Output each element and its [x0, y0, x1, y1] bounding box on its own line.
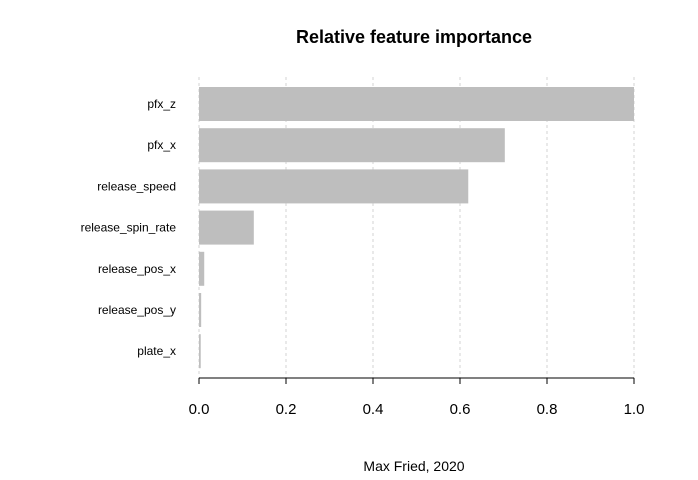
bar-release-spin-rate — [199, 210, 254, 245]
category-label: release_spin_rate — [81, 221, 177, 235]
bar-plate-x — [199, 334, 201, 369]
x-tick-label: 0.8 — [537, 401, 558, 418]
x-tick-label: 0.0 — [189, 401, 210, 418]
category-label: plate_x — [137, 344, 176, 358]
bar-release-pos-x — [199, 251, 205, 286]
grid-lines — [198, 77, 635, 378]
category-label: pfx_z — [147, 97, 176, 111]
bar-pfx-x — [199, 128, 505, 163]
x-axis: 0.0 0.2 0.4 0.6 0.8 1.0 — [189, 377, 645, 418]
x-tick-label: 0.6 — [450, 401, 471, 418]
category-label: pfx_x — [147, 138, 176, 152]
category-label: release_pos_x — [98, 262, 176, 276]
bar-release-pos-y — [199, 293, 202, 327]
x-tick-label: 0.4 — [363, 401, 384, 418]
category-labels: pfx_z pfx_x release_speed release_spin_rate… — [81, 97, 177, 358]
bars — [199, 87, 634, 369]
category-label: release_pos_y — [98, 303, 176, 317]
x-tick-label: 1.0 — [624, 401, 645, 418]
category-label: release_speed — [97, 179, 176, 193]
chart-title: Relative feature importance — [296, 27, 532, 47]
chart-caption: Max Fried, 2020 — [363, 458, 464, 474]
x-tick-label: 0.2 — [276, 401, 297, 418]
bar-pfx-z — [199, 87, 634, 121]
bar-release-speed — [199, 169, 469, 204]
